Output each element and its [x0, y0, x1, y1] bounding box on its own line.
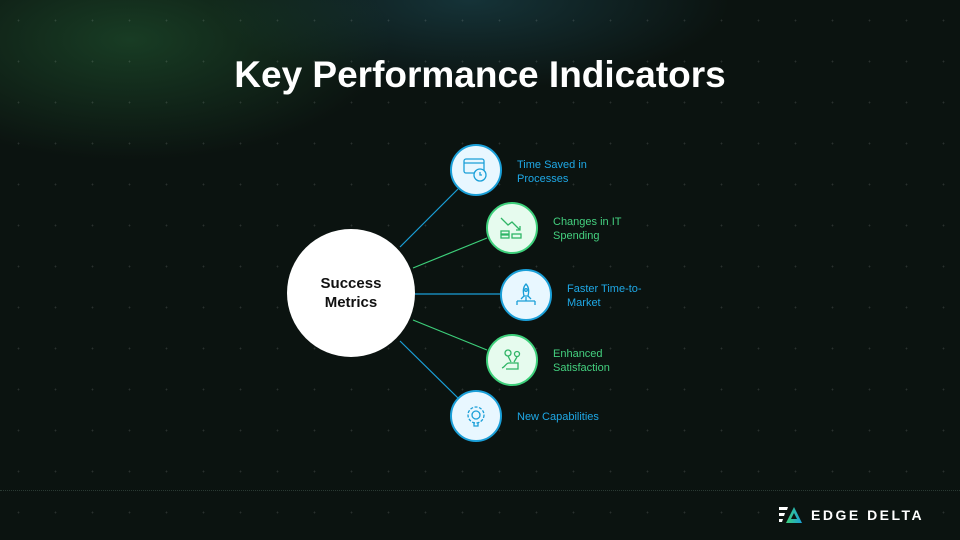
connector-5	[399, 340, 459, 399]
edge-delta-logo: EDGE DELTA	[779, 506, 924, 524]
kpi-label-time-saved: Time Saved in Processes	[517, 159, 587, 185]
browser-clock-icon	[450, 144, 502, 196]
hub-line2: Metrics	[324, 294, 378, 311]
coins-down-trend-icon	[486, 202, 538, 254]
kpi-label-it-spending: Changes in IT Spending	[553, 216, 622, 242]
kpi-label-satisfaction: Enhanced Satisfaction	[553, 348, 610, 374]
kpi-label-new-capabilities: New Capabilities	[517, 411, 599, 423]
gear-bulb-icon	[450, 390, 502, 442]
connector-2	[412, 237, 488, 269]
brand-name: EDGE DELTA	[811, 507, 925, 523]
connector-4	[412, 319, 488, 351]
hand-flowers-icon	[486, 334, 538, 386]
connector-1	[399, 188, 459, 248]
rocket-icon	[500, 269, 552, 321]
page-title: Key Performance Indicators	[234, 54, 726, 95]
kpi-label-time-to-market: Faster Time-to- Market	[567, 283, 642, 309]
footer-divider	[0, 490, 960, 491]
success-metrics-hub: Success Metrics	[287, 229, 415, 357]
edge-delta-logo-icon	[779, 507, 802, 523]
hub-line1: Success	[320, 275, 382, 292]
